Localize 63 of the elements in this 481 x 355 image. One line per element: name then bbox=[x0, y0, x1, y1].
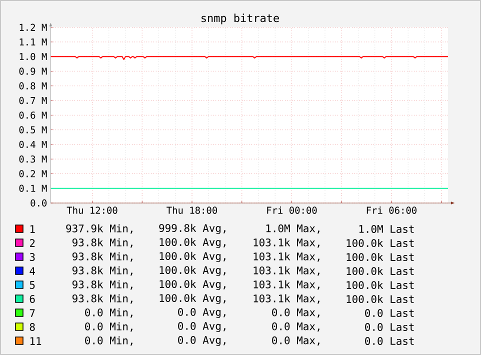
text: 93.8k Min, bbox=[72, 238, 132, 248]
x-tick-label: Thu 12:00 bbox=[66, 206, 118, 214]
text: 937.9k Min, bbox=[66, 224, 132, 234]
text: 93.8k Min, bbox=[72, 266, 132, 276]
y-tick-label: 1.0 M bbox=[20, 53, 47, 60]
text: 103.1k Max, bbox=[254, 252, 320, 262]
text: 103.1k Max, bbox=[254, 238, 320, 248]
text: 93.8k Min, bbox=[72, 280, 132, 290]
text: 100.0k Last bbox=[346, 294, 414, 304]
legend-label: 3 bbox=[30, 253, 35, 261]
y-tick-label: 0.4 M bbox=[19, 140, 47, 148]
text: 0.0 Avg, bbox=[178, 322, 226, 332]
legend-label: 7 bbox=[30, 309, 35, 317]
text: 100.0k Avg, bbox=[160, 252, 226, 262]
legend-label: 1 bbox=[30, 225, 35, 233]
text: 999.8k Avg, bbox=[159, 224, 226, 234]
y-tick-label: 0.3 M bbox=[19, 155, 47, 163]
text: 1.0M Max, bbox=[266, 224, 320, 234]
text: 100.0k Last bbox=[346, 280, 414, 290]
text: 0.0 Min, bbox=[85, 322, 132, 332]
text: 100.0k Avg, bbox=[160, 280, 226, 290]
legend-label: 6 bbox=[30, 295, 35, 303]
legend-label: 11 bbox=[30, 337, 42, 345]
text: 100.0k Last bbox=[346, 252, 414, 262]
chart-title: snmp bitrate bbox=[202, 14, 279, 24]
y-tick-label: 0.2 M bbox=[19, 170, 47, 178]
text: 103.1k Max, bbox=[254, 294, 320, 304]
y-tick-label: 0.5 M bbox=[19, 126, 47, 134]
x-tick-label: Fri 06:00 bbox=[366, 206, 417, 214]
y-tick-label: 0.0 bbox=[30, 199, 47, 207]
text: 103.1k Max, bbox=[254, 266, 320, 276]
y-tick-label: 0.9 M bbox=[19, 68, 47, 75]
legend-label: 4 bbox=[30, 267, 35, 275]
text: 0.0 Avg, bbox=[178, 308, 226, 318]
y-tick-label: 0.6 M bbox=[19, 112, 47, 119]
text: 100.0k Last bbox=[346, 238, 414, 248]
x-tick-label: Thu 18:00 bbox=[166, 206, 218, 214]
text: 0.0 Avg, bbox=[178, 336, 226, 346]
text: 103.1k Max, bbox=[254, 280, 320, 290]
text: 0.0 Last bbox=[365, 323, 414, 331]
text: 0.0 Max, bbox=[272, 308, 320, 318]
legend-label: 8 bbox=[30, 323, 35, 331]
text: 100.0k Avg, bbox=[160, 294, 226, 304]
x-tick-label: Fri 00:00 bbox=[267, 206, 317, 214]
y-tick-label: 0.8 M bbox=[19, 82, 47, 90]
text: 0.0 Max, bbox=[272, 336, 320, 346]
y-tick-label: 0.1 M bbox=[19, 184, 47, 192]
text: 100.0k Avg, bbox=[160, 266, 226, 276]
y-tick-label: 1.2 M bbox=[20, 24, 47, 31]
text: 0.0 Last bbox=[365, 337, 414, 345]
text: 0.0 Max, bbox=[272, 322, 320, 332]
text: 0.0 Min, bbox=[85, 308, 132, 318]
legend-label: 2 bbox=[30, 239, 35, 247]
text: 1.0M Last bbox=[359, 225, 414, 233]
text: 100.0k Last bbox=[346, 266, 414, 276]
text: 0.0 Min, bbox=[85, 336, 132, 346]
text: 100.0k Avg, bbox=[160, 238, 226, 248]
text: 0.0 Last bbox=[365, 309, 414, 317]
legend-label: 5 bbox=[30, 281, 35, 289]
y-tick-label: 0.7 M bbox=[19, 96, 47, 104]
text: 93.8k Min, bbox=[72, 294, 132, 304]
text: 93.8k Min, bbox=[72, 252, 132, 262]
y-tick-label: 1.1 M bbox=[20, 38, 47, 46]
